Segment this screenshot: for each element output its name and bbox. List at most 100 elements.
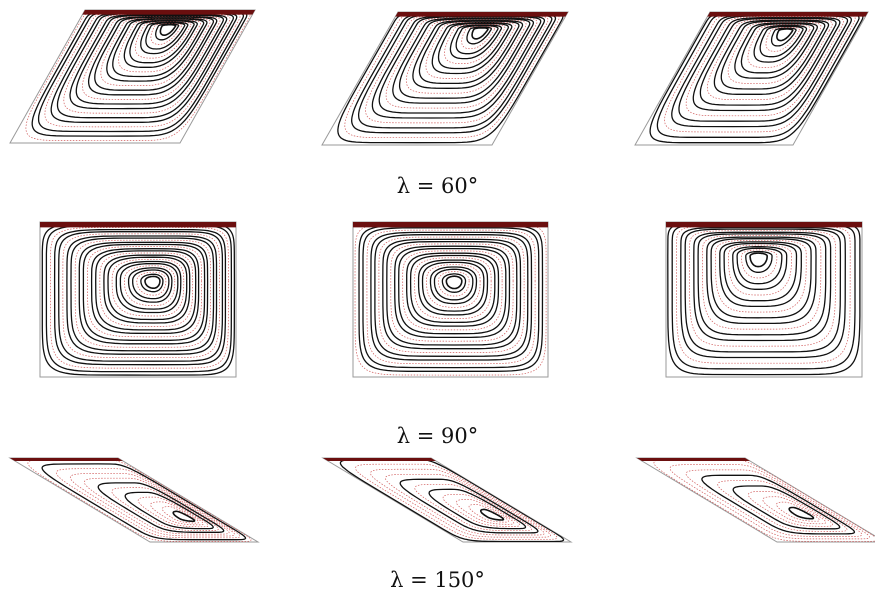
streamline	[753, 24, 808, 63]
streamline	[103, 254, 191, 324]
streamline	[461, 26, 496, 50]
streamline	[69, 473, 235, 537]
streamline	[362, 227, 540, 369]
moving-lid	[707, 12, 868, 17]
streamline	[414, 257, 492, 319]
streamline	[417, 259, 489, 316]
moving-lid	[637, 458, 750, 461]
streamline	[720, 20, 826, 90]
streamline	[715, 239, 807, 313]
streamline	[727, 21, 822, 84]
streamline	[421, 261, 485, 312]
streamline	[788, 506, 815, 520]
streamline	[161, 506, 200, 524]
streamline	[745, 250, 773, 273]
streamline	[62, 233, 220, 359]
streamline	[136, 271, 167, 296]
streamline	[747, 491, 833, 527]
streamline	[385, 473, 545, 536]
caption-lambda-60: λ = 60°	[396, 174, 479, 198]
cavity-panel	[321, 11, 569, 146]
moving-lid	[666, 222, 862, 228]
streamline	[759, 25, 804, 58]
streamline	[111, 487, 219, 531]
streamline	[455, 24, 499, 55]
streamline	[70, 237, 215, 352]
streamline	[137, 496, 209, 528]
streamline	[717, 480, 848, 532]
streamline	[339, 458, 565, 542]
streamline	[433, 268, 474, 301]
streamline	[159, 23, 177, 36]
streamline	[140, 273, 164, 293]
streamline	[412, 19, 524, 89]
streamline	[466, 26, 492, 45]
streamline	[431, 22, 513, 75]
streamline	[702, 235, 822, 330]
streamline	[429, 266, 478, 305]
streamline	[406, 252, 500, 327]
streamline	[385, 17, 538, 109]
streamline	[394, 245, 511, 339]
streamline	[358, 224, 544, 372]
streamline	[398, 18, 531, 99]
streamline	[693, 231, 832, 342]
streamline	[53, 228, 227, 366]
streamline	[41, 463, 247, 541]
streamline	[100, 17, 211, 87]
streamline	[741, 249, 778, 279]
streamline	[392, 17, 535, 104]
streamline	[119, 262, 179, 310]
streamline	[685, 469, 863, 537]
streamline	[63, 13, 231, 114]
streamline	[140, 21, 189, 55]
streamline	[55, 468, 241, 539]
streamline	[99, 252, 194, 327]
cavity-panel	[665, 221, 863, 378]
streamline	[44, 11, 241, 128]
streamline	[409, 254, 496, 324]
streamline	[719, 241, 802, 308]
streamline	[689, 230, 836, 347]
streamline	[428, 488, 527, 530]
streamline	[87, 15, 218, 96]
streamline	[405, 19, 527, 94]
streamline	[111, 259, 185, 317]
streamline	[82, 15, 221, 100]
streamline	[762, 496, 827, 525]
streamline	[765, 26, 800, 52]
streamline	[480, 508, 505, 521]
streamline	[144, 275, 161, 289]
streamline	[732, 485, 841, 530]
cavity-panel	[635, 457, 875, 543]
streamline	[75, 14, 225, 105]
streamline	[697, 233, 827, 336]
streamline	[370, 468, 552, 538]
streamline	[129, 20, 195, 64]
streamline	[770, 27, 797, 47]
streamline	[747, 24, 811, 68]
streamline	[740, 23, 815, 74]
streamline	[732, 246, 788, 290]
streamline	[445, 275, 463, 290]
cavity-panel	[9, 9, 256, 144]
streamline	[669, 464, 870, 540]
moving-lid	[10, 458, 123, 461]
streamline	[106, 17, 208, 82]
streamline	[95, 250, 197, 331]
streamline	[150, 501, 204, 526]
streamline	[355, 463, 558, 540]
streamline	[66, 235, 218, 355]
streamline	[426, 264, 481, 308]
streamline	[115, 260, 182, 314]
streamline	[366, 229, 536, 365]
streamline	[90, 248, 200, 335]
streamline	[710, 238, 812, 319]
streamline	[425, 21, 516, 79]
streamline	[414, 483, 533, 532]
cavity-panel	[39, 221, 237, 378]
streamline	[83, 477, 230, 535]
streamline	[692, 16, 841, 112]
streamline	[150, 23, 183, 45]
